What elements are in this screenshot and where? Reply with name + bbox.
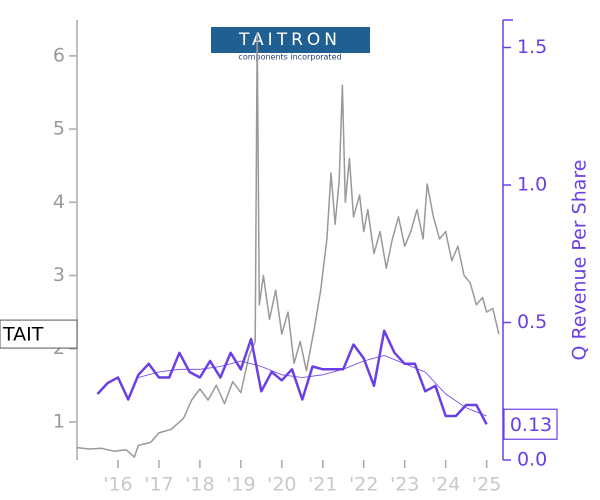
x-tick-label: '22 xyxy=(349,474,378,496)
y2-tick-label: 0.5 xyxy=(517,311,547,333)
y2-tick-label: 1.5 xyxy=(517,36,547,58)
ticker-label: TAIT xyxy=(2,324,44,346)
series-line xyxy=(96,329,488,425)
x-tick-label: '20 xyxy=(267,474,296,496)
x-tick-label: '17 xyxy=(144,474,173,496)
y-tick-label: 6 xyxy=(53,44,65,66)
ticker-box xyxy=(0,319,78,349)
series-line xyxy=(76,33,500,458)
y2-tick-label: 1.0 xyxy=(517,174,547,196)
x-tick-label: '23 xyxy=(390,474,419,496)
y2-axis-label: Q Revenue Per Share xyxy=(569,160,591,361)
logo-box xyxy=(211,27,370,53)
y-tick-label: 5 xyxy=(53,118,65,140)
series-line xyxy=(138,355,487,417)
x-tick-label: '25 xyxy=(472,474,501,496)
x-tick-label: '18 xyxy=(185,474,214,496)
x-tick-label: '16 xyxy=(103,474,132,496)
x-tick-label: '24 xyxy=(431,474,460,496)
x-tick-label: '21 xyxy=(308,474,337,496)
logo-tagline: components incorporated xyxy=(238,53,341,62)
y-tick-label: 1 xyxy=(53,410,65,432)
y2-tick-label: 0.0 xyxy=(517,449,547,471)
y-tick-label: 3 xyxy=(53,264,65,286)
x-tick-label: '19 xyxy=(226,474,255,496)
y-tick-label: 4 xyxy=(53,191,65,213)
last-value-label: 0.13 xyxy=(510,414,552,436)
last-value-box xyxy=(503,408,558,440)
logo-name: TAITRON xyxy=(238,30,341,50)
